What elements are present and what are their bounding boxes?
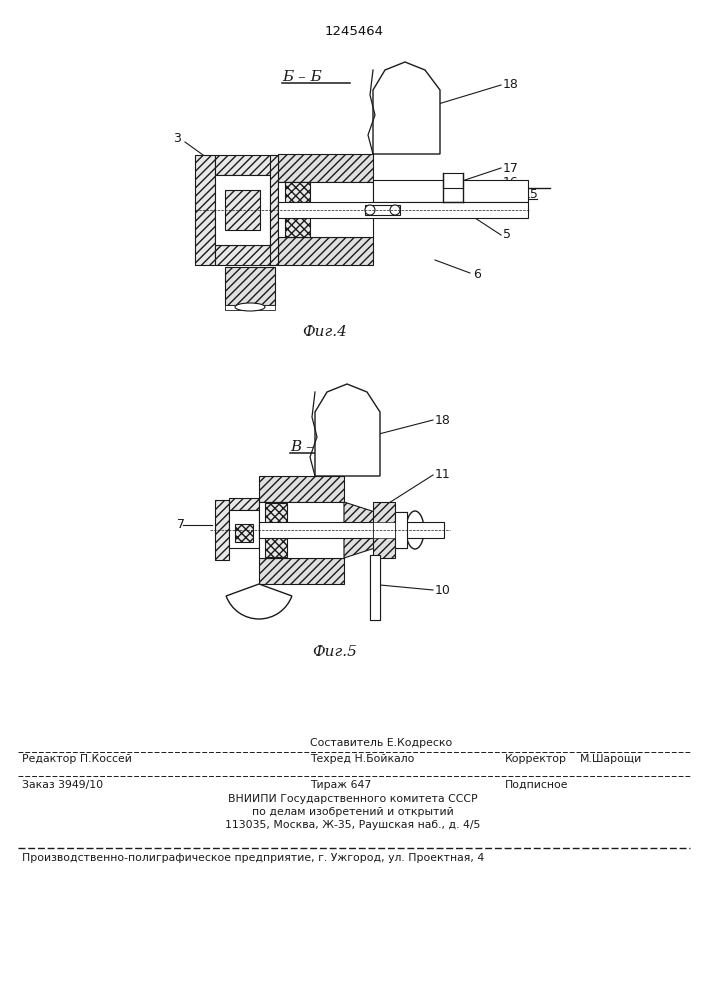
Bar [259,558,344,584]
Polygon shape [315,384,380,476]
Bar [229,510,259,548]
Text: Фиг.5: Фиг.5 [312,645,358,659]
Bar [225,190,260,230]
Text: Производственно-полиграфическое предприятие, г. Ужгород, ул. Проектная, 4: Производственно-полиграфическое предприя… [22,853,484,863]
Bar [235,524,253,542]
Text: Фиг.4: Фиг.4 [303,325,347,339]
Bar [370,555,380,620]
Bar [215,155,275,175]
Text: Подписное: Подписное [505,780,568,790]
Text: Б – Б: Б – Б [282,70,322,84]
Text: Техред Н.Бойкало: Техред Н.Бойкало [310,754,414,764]
Ellipse shape [235,303,265,311]
Bar [215,175,270,245]
Bar [259,522,444,538]
Text: 3: 3 [173,131,181,144]
Text: 16: 16 [503,176,519,188]
Ellipse shape [365,205,375,215]
Text: 11: 11 [435,468,451,482]
Bar [215,245,275,265]
Bar [259,476,344,502]
Text: 15: 15 [523,188,539,200]
Bar [195,155,215,265]
Bar [443,173,463,188]
Text: 17: 17 [503,161,519,174]
Text: Заказ 3949/10: Заказ 3949/10 [22,780,103,790]
Bar [225,305,275,310]
Bar [259,502,344,558]
Text: Корректор: Корректор [505,754,567,764]
Polygon shape [373,62,440,154]
Bar [225,267,275,305]
Bar [365,205,400,215]
Text: Редактор П.Коссей: Редактор П.Коссей [22,754,132,764]
Bar [373,180,528,202]
Wedge shape [226,584,292,619]
Text: 6: 6 [473,268,481,282]
Text: 18: 18 [503,79,519,92]
Bar [278,237,373,265]
Bar [395,512,407,548]
Bar [395,512,407,548]
Ellipse shape [390,205,400,215]
Text: Тираж 647: Тираж 647 [310,780,371,790]
Bar [278,154,373,182]
Polygon shape [344,502,375,558]
Bar [229,498,259,510]
Bar [270,155,278,265]
Text: 10: 10 [435,584,451,596]
Text: 1245464: 1245464 [325,25,383,38]
Text: 7: 7 [177,518,185,532]
Ellipse shape [406,511,424,549]
Bar [278,182,373,237]
Text: 5: 5 [503,229,511,241]
Text: В – В: В – В [290,440,330,454]
Text: 18: 18 [435,414,451,426]
Bar [373,522,395,538]
Bar [285,217,310,237]
Bar [265,535,287,557]
Bar [265,503,287,525]
Bar [278,202,528,218]
Bar [373,502,395,558]
Bar [285,182,310,202]
Text: М.Шарощи: М.Шарощи [580,754,642,764]
Text: Составитель Е.Кодреско: Составитель Е.Кодреско [310,738,452,748]
Bar [215,500,229,560]
Bar [370,555,380,620]
Text: ВНИИПИ Государственного комитета СССР
по делам изобретений и открытий
113035, Мо: ВНИИПИ Государственного комитета СССР по… [226,794,481,830]
